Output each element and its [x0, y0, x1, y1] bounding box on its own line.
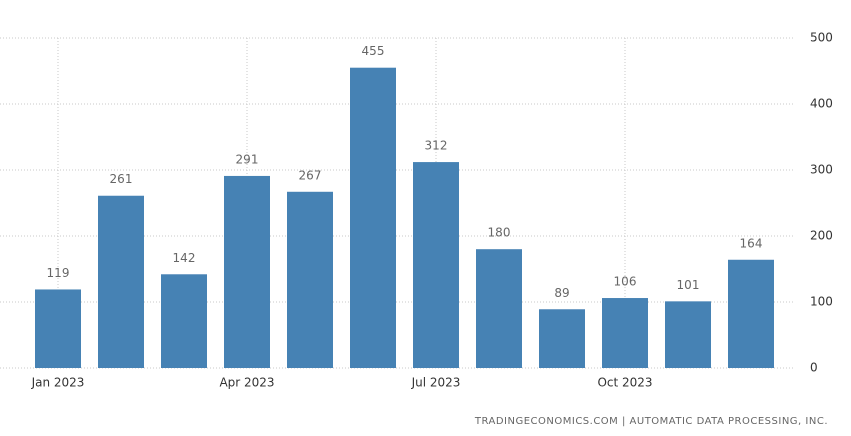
x-tick-label: Apr 2023 — [219, 376, 274, 390]
y-tick-label: 300 — [810, 163, 833, 177]
y-tick-label: 500 — [810, 31, 833, 45]
value-label: 89 — [554, 286, 569, 300]
bar — [161, 274, 207, 368]
y-tick-label: 200 — [810, 229, 833, 243]
value-label: 142 — [173, 251, 196, 265]
source-note: TRADINGECONOMICS.COM | AUTOMATIC DATA PR… — [474, 416, 828, 427]
bar — [35, 289, 81, 368]
x-tick-label: Oct 2023 — [597, 376, 652, 390]
y-tick-label: 100 — [810, 295, 833, 309]
x-tick-label: Jan 2023 — [31, 376, 85, 390]
value-label: 106 — [614, 275, 637, 289]
y-tick-label: 400 — [810, 97, 833, 111]
bar — [728, 259, 774, 368]
value-label: 267 — [299, 168, 322, 182]
value-label: 291 — [236, 152, 259, 166]
value-label: 455 — [362, 44, 385, 58]
bar — [602, 298, 648, 368]
bar — [98, 195, 144, 368]
bar — [539, 309, 585, 368]
value-label: 261 — [110, 172, 133, 186]
y-tick-label: 0 — [810, 361, 818, 375]
value-label: 101 — [677, 278, 700, 292]
bar — [224, 175, 270, 368]
value-label: 164 — [740, 236, 763, 250]
bar — [413, 162, 459, 368]
value-label: 312 — [425, 139, 448, 153]
x-tick-label: Jul 2023 — [411, 376, 461, 390]
bar — [665, 301, 711, 368]
bar — [476, 249, 522, 368]
bar — [287, 191, 333, 368]
bar — [350, 67, 396, 368]
value-label: 180 — [488, 226, 511, 240]
value-label: 119 — [47, 266, 70, 280]
